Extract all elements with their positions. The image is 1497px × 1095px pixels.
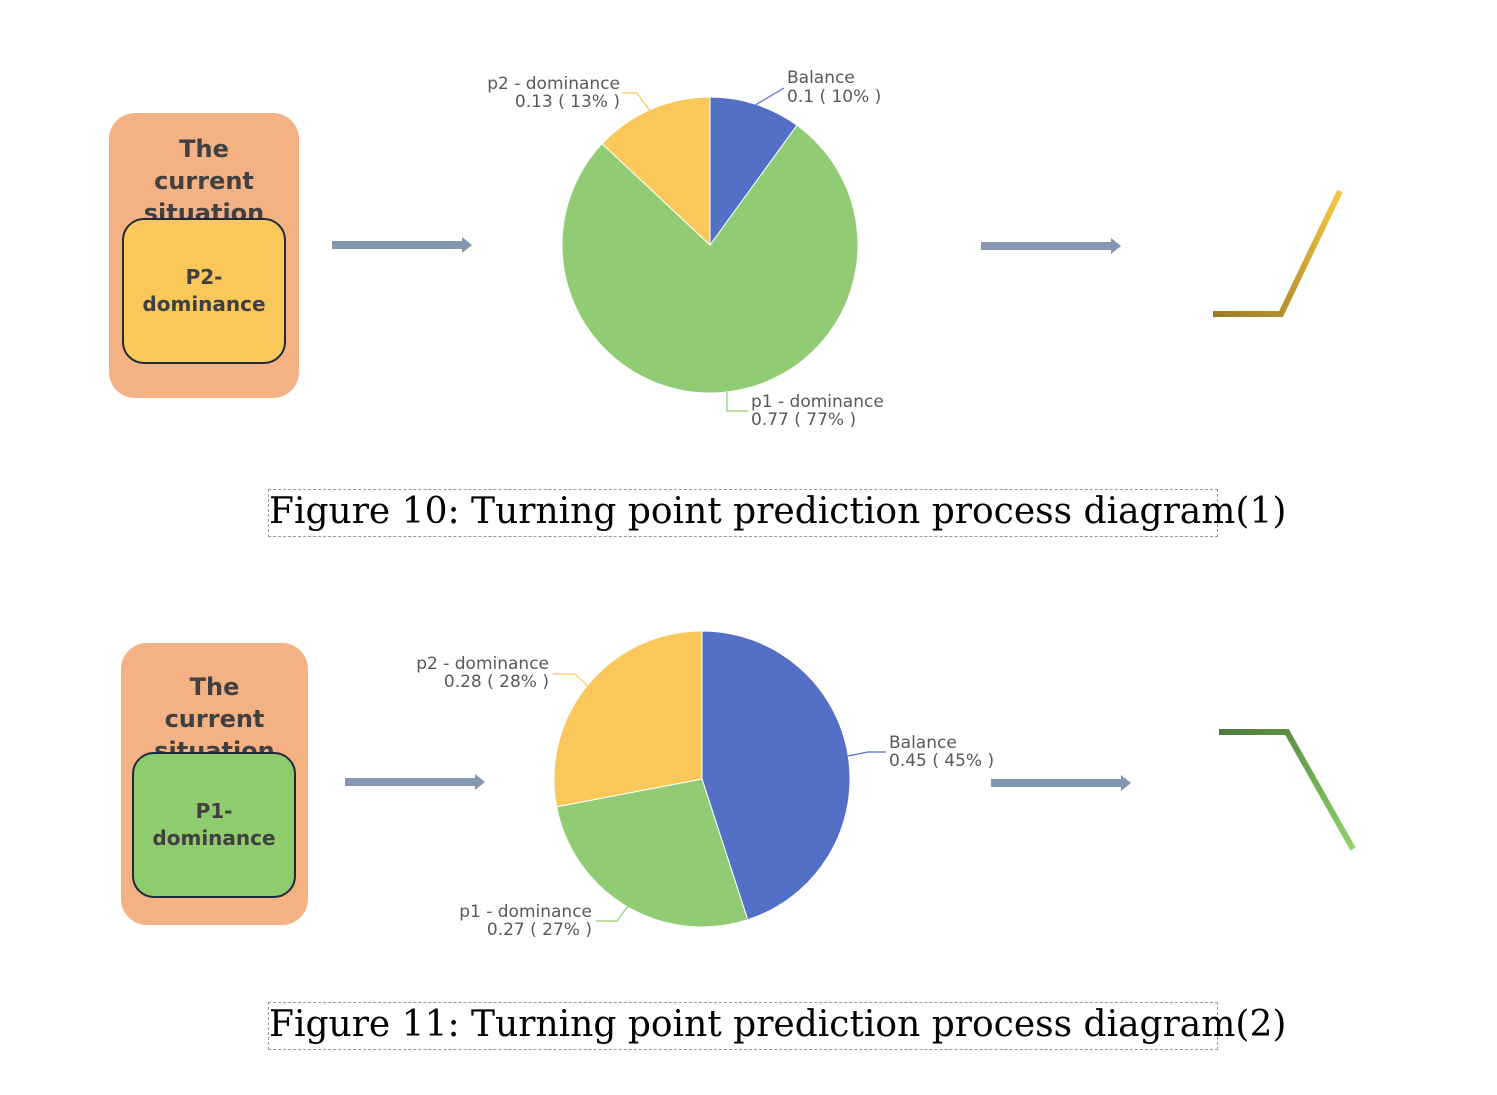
pie-label-value: 0.28 ( 28% ) xyxy=(444,672,549,692)
pie-slice-p2-dominance xyxy=(601,96,711,247)
pie-label-name: p1 - dominance xyxy=(751,392,884,412)
pie-label-p1-dominance: p1 - dominance 0.27 ( 27% ) xyxy=(459,902,629,940)
pie-label-value: 0.45 ( 45% ) xyxy=(889,751,994,771)
current-situation-panel-2: The current situation P1- dominance xyxy=(121,643,308,925)
arrow-right-icon xyxy=(332,237,472,253)
pie-label-p2-dominance: p2 - dominance 0.13 ( 13% ) xyxy=(487,74,651,112)
pie-slice-balance xyxy=(709,96,798,247)
pie-label-name: Balance xyxy=(787,68,855,88)
trend-up-icon xyxy=(1213,189,1343,317)
arrow-right-icon xyxy=(981,238,1121,254)
pie-slice-p1-dominance xyxy=(561,124,859,394)
arrow-right-icon xyxy=(345,774,485,790)
pie-label-value: 0.27 ( 27% ) xyxy=(487,920,592,940)
pie-label-name: p2 - dominance xyxy=(487,74,620,94)
state-box-p2-dominance: P2- dominance xyxy=(122,218,286,364)
figure-caption-11: Figure 11: Turning point prediction proc… xyxy=(268,1002,1286,1050)
trend-down-icon xyxy=(1219,729,1356,851)
pie-label-balance: Balance 0.1 ( 10% ) xyxy=(740,68,881,121)
arrow-right-icon xyxy=(991,775,1131,791)
pie-label-p1-dominance: p1 - dominance 0.77 ( 77% ) xyxy=(726,392,884,430)
pie-label-value: 0.77 ( 77% ) xyxy=(751,410,856,430)
pie-label-name: Balance xyxy=(889,733,957,753)
pie-label-name: p1 - dominance xyxy=(459,902,592,922)
pie-label-name: p2 - dominance xyxy=(416,654,549,674)
pie-label-value: 0.13 ( 13% ) xyxy=(515,92,620,112)
pie-label-p2-dominance: p2 - dominance 0.28 ( 28% ) xyxy=(416,654,593,692)
pie-label-value: 0.1 ( 10% ) xyxy=(787,87,881,107)
current-situation-panel-1: The current situation P2- dominance xyxy=(109,113,299,398)
pie-slice-p2-dominance xyxy=(553,630,703,808)
pie-chart-2 xyxy=(553,630,851,928)
state-box-p1-dominance: P1- dominance xyxy=(132,752,296,898)
pie-chart-1 xyxy=(561,96,859,394)
pie-slice-p1-dominance xyxy=(556,778,749,928)
pie-label-balance: Balance 0.45 ( 45% ) xyxy=(847,733,994,771)
figure-caption-10: Figure 10: Turning point prediction proc… xyxy=(268,489,1286,537)
